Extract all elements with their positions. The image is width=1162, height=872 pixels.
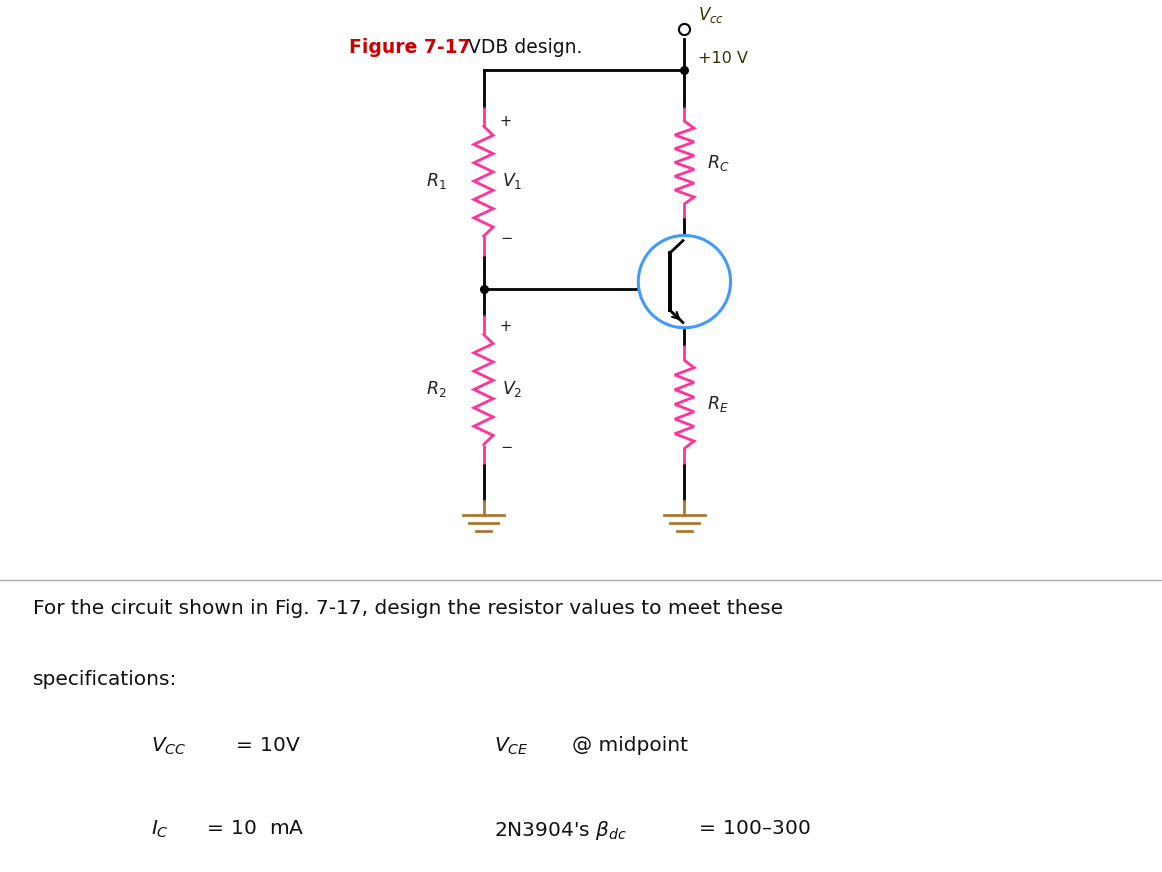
Text: $V_{CE}$: $V_{CE}$ <box>494 736 529 757</box>
Text: $R_E$: $R_E$ <box>706 394 729 414</box>
Text: $I_C$: $I_C$ <box>151 819 168 840</box>
Text: $= \,$100–300: $= \,$100–300 <box>695 819 810 838</box>
Text: $=\,$10V: $=\,$10V <box>232 736 302 754</box>
Text: $=\,$10  mA: $=\,$10 mA <box>203 819 304 838</box>
Text: $-$: $-$ <box>500 229 512 244</box>
Text: @ midpoint: @ midpoint <box>572 736 688 754</box>
Text: +: + <box>500 319 512 334</box>
Text: +10 V: +10 V <box>698 51 748 66</box>
Text: Figure 7-17: Figure 7-17 <box>349 38 471 58</box>
Text: $V_1$: $V_1$ <box>502 171 523 191</box>
Text: specifications:: specifications: <box>33 671 177 690</box>
Text: For the circuit shown in Fig. 7-17, design the resistor values to meet these: For the circuit shown in Fig. 7-17, desi… <box>33 599 783 618</box>
Text: $-$: $-$ <box>500 438 512 453</box>
Text: $R_C$: $R_C$ <box>706 153 730 173</box>
Text: VDB design.: VDB design. <box>456 38 582 58</box>
Text: 2N3904's $\beta_{dc}$: 2N3904's $\beta_{dc}$ <box>494 819 626 841</box>
Text: $V_{cc}$: $V_{cc}$ <box>698 5 724 25</box>
Text: $V_{CC}$: $V_{CC}$ <box>151 736 186 757</box>
Text: $R_2$: $R_2$ <box>425 379 446 399</box>
Text: $R_1$: $R_1$ <box>425 171 446 191</box>
Text: $V_2$: $V_2$ <box>502 379 523 399</box>
Text: +: + <box>500 114 512 129</box>
